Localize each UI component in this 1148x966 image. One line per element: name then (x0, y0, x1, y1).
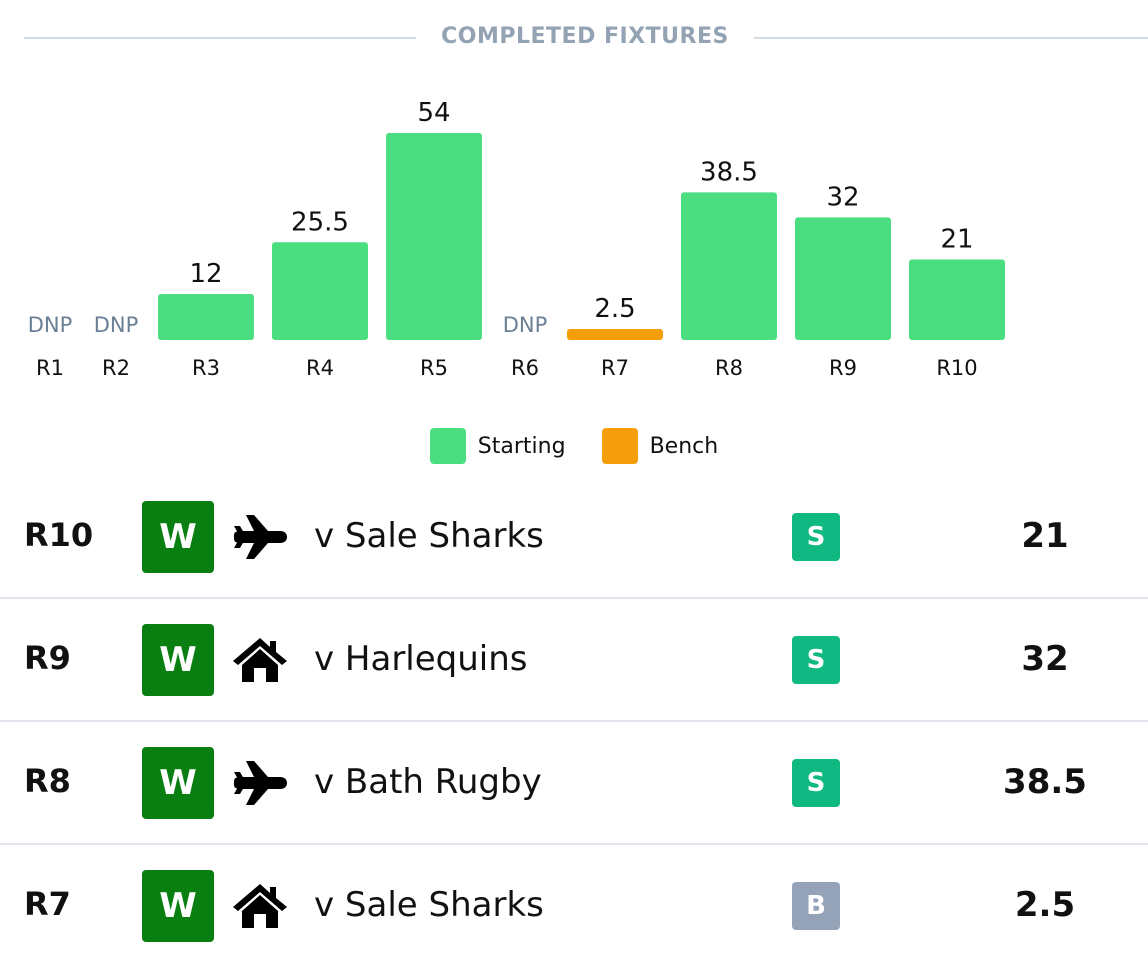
points-value: 21 (1021, 516, 1069, 556)
bar-r8 (681, 192, 777, 340)
section-title: COMPLETED FIXTURES (441, 24, 729, 49)
value-label-r10: 21 (940, 225, 973, 255)
house-icon (232, 882, 288, 930)
chart-legend: Starting Bench (0, 428, 1148, 464)
dnp-label-r6: DNP (503, 313, 548, 337)
bar-r4 (272, 242, 368, 340)
value-label-r8: 38.5 (700, 157, 758, 187)
legend-swatch-starting (429, 428, 466, 464)
result-badge: W (142, 747, 214, 819)
points-bar-chart: DNP R1 DNP R2 12 R3 25.5 R4 54 R5 DNP R6 2.5 R7 38.5 R8… (28, 98, 1005, 380)
x-tick-label-r3: R3 (192, 356, 220, 380)
dnp-label-r2: DNP (94, 313, 139, 337)
role-badge: S (792, 636, 840, 684)
x-tick-label-r2: R2 (102, 356, 130, 380)
x-tick-label-r1: R1 (36, 356, 64, 380)
legend-label-bench: Bench (649, 433, 719, 459)
value-label-r5: 54 (417, 98, 450, 128)
x-tick-label-r5: R5 (420, 356, 448, 380)
plane-icon (232, 513, 288, 561)
x-tick-label-r7: R7 (601, 356, 629, 380)
divider-line (754, 37, 1148, 39)
result-badge: W (142, 624, 214, 696)
points-value: 38.5 (1003, 762, 1087, 802)
opponent-name: v Sale Sharks (314, 516, 544, 556)
points-value: 32 (1021, 639, 1069, 679)
points-value: 2.5 (1014, 885, 1076, 925)
bar-r3 (158, 294, 254, 340)
opponent-name: v Sale Sharks (314, 885, 544, 925)
legend-swatch-bench (601, 428, 638, 464)
x-tick-label-r6: R6 (511, 356, 539, 380)
round-label: R8 (24, 762, 71, 800)
bar-r9 (795, 217, 891, 340)
opponent-name: v Bath Rugby (314, 762, 542, 802)
divider-line (24, 37, 416, 39)
value-label-r4: 25.5 (291, 207, 349, 237)
house-icon (232, 636, 288, 684)
x-tick-label-r9: R9 (829, 356, 857, 380)
value-label-r3: 12 (189, 259, 222, 289)
bar-r7 (567, 329, 663, 340)
x-tick-label-r10: R10 (936, 356, 977, 380)
section-header: COMPLETED FIXTURES (0, 18, 1148, 58)
x-tick-label-r8: R8 (715, 356, 743, 380)
role-badge: B (792, 882, 840, 930)
plane-icon (232, 759, 288, 807)
role-badge: S (792, 759, 840, 807)
bar-r10 (909, 259, 1005, 340)
legend-item-bench: Bench (601, 428, 719, 464)
opponent-name: v Harlequins (314, 639, 528, 679)
result-badge: W (142, 501, 214, 573)
dnp-label-r1: DNP (28, 313, 73, 337)
round-label: R7 (24, 885, 71, 923)
bar-r5 (386, 133, 482, 340)
legend-item-starting: Starting (429, 428, 566, 464)
x-tick-label-r4: R4 (306, 356, 334, 380)
value-label-r9: 32 (826, 182, 859, 212)
round-label: R10 (24, 516, 94, 554)
legend-label-starting: Starting (477, 433, 566, 459)
value-label-r7: 2.5 (594, 294, 635, 324)
role-badge: S (792, 513, 840, 561)
result-badge: W (142, 870, 214, 942)
round-label: R9 (24, 639, 71, 677)
